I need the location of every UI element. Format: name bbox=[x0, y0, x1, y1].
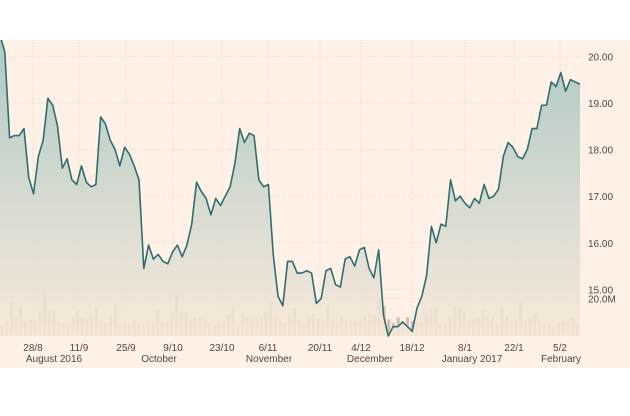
x-tick-label: 20/11 bbox=[308, 343, 333, 354]
y-tick-label: 18.00 bbox=[588, 146, 613, 157]
x-tick-label: 9/10 bbox=[163, 343, 183, 354]
x-tick-label: 6/11 bbox=[259, 343, 278, 354]
price-area bbox=[0, 35, 580, 337]
y-tick-label: 16.00 bbox=[588, 239, 613, 250]
chart-panel: 20.00 19.00 18.00 17.00 16.00 15.00 20.0M 28/8 1… bbox=[0, 35, 630, 368]
x-month-label: August 2016 bbox=[26, 354, 83, 365]
x-tick-label: 18/12 bbox=[399, 343, 424, 354]
x-tick-label: 28/8 bbox=[23, 343, 43, 354]
x-month-label: February bbox=[541, 354, 581, 365]
x-tick-label: 8/1 bbox=[458, 343, 472, 354]
y-tick-label: 17.00 bbox=[588, 192, 613, 203]
volume-tick-label: 20.0M bbox=[588, 295, 616, 306]
y-tick-label: 19.00 bbox=[588, 99, 613, 110]
volume-bar bbox=[387, 319, 391, 336]
x-tick-label: 5/2 bbox=[553, 343, 567, 354]
price-area-fill bbox=[0, 35, 580, 337]
x-month-label: November bbox=[246, 354, 293, 365]
x-tick-label: 22/1 bbox=[504, 343, 524, 354]
x-tick-label: 25/9 bbox=[116, 343, 136, 354]
x-month-label: January 2017 bbox=[442, 354, 503, 365]
price-line-path bbox=[0, 35, 581, 337]
x-tick-label: 23/10 bbox=[209, 343, 234, 354]
y-tick-label: 20.00 bbox=[588, 52, 613, 63]
x-month-label: October bbox=[141, 354, 177, 365]
x-month-label: December bbox=[347, 354, 394, 365]
y-tick-label: 15.00 bbox=[588, 285, 613, 296]
x-tick-label: 4/12 bbox=[351, 343, 371, 354]
x-tick-label: 11/9 bbox=[70, 343, 89, 354]
price-line bbox=[0, 35, 581, 337]
